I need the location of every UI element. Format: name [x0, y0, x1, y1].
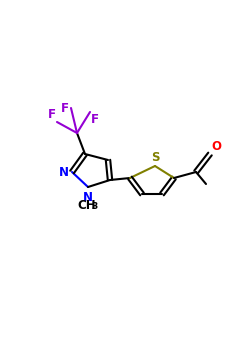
Text: F: F [91, 113, 99, 126]
Text: O: O [211, 140, 221, 153]
Text: CH: CH [78, 199, 96, 212]
Text: N: N [59, 166, 69, 178]
Text: F: F [48, 108, 56, 121]
Text: F: F [61, 102, 69, 114]
Text: S: S [151, 151, 159, 164]
Text: 3: 3 [92, 202, 98, 211]
Text: N: N [83, 191, 93, 204]
